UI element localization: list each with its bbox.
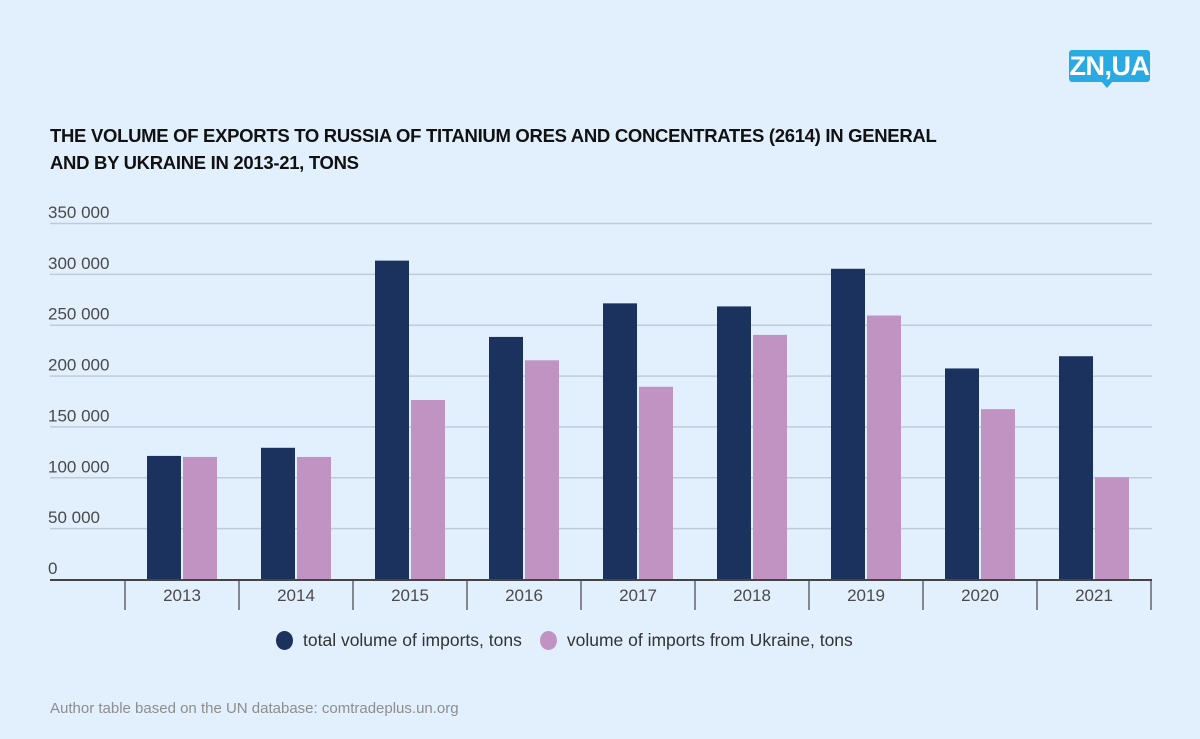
x-tick-label: 2014 bbox=[277, 586, 315, 605]
zn-ua-logo: ZN,UA bbox=[1069, 50, 1150, 82]
bar-ukraine bbox=[183, 456, 217, 579]
bar-total bbox=[831, 268, 865, 579]
y-tick-label: 150 000 bbox=[48, 406, 109, 425]
bar-total bbox=[1059, 356, 1093, 579]
bar-ukraine bbox=[1095, 477, 1129, 579]
y-tick-label: 0 bbox=[48, 559, 57, 578]
bar-total bbox=[261, 447, 295, 579]
y-axis-ticks: 0 50 000 100 000 150 000 200 000 250 000 300 0… bbox=[48, 203, 109, 578]
bar-ukraine bbox=[753, 334, 787, 579]
y-tick-label: 50 000 bbox=[48, 508, 100, 527]
y-tick-label: 250 000 bbox=[48, 305, 109, 324]
x-tick-label: 2015 bbox=[391, 586, 429, 605]
y-tick-label: 350 000 bbox=[48, 203, 109, 222]
x-tick-label: 2020 bbox=[961, 586, 999, 605]
bar-ukraine bbox=[981, 409, 1015, 579]
legend-item-ukraine: volume of imports from Ukraine, tons bbox=[539, 630, 853, 651]
legend: total volume of imports, tons volume of … bbox=[276, 630, 871, 651]
bar-total bbox=[603, 303, 637, 579]
x-tick-label: 2013 bbox=[163, 586, 201, 605]
bar-total bbox=[147, 455, 181, 579]
x-tick-label: 2021 bbox=[1075, 586, 1113, 605]
chart-title: THE VOLUME OF EXPORTS TO RUSSIA OF TITAN… bbox=[50, 125, 937, 173]
x-tick-label: 2019 bbox=[847, 586, 885, 605]
bar-total bbox=[717, 306, 751, 579]
legend-label-ukraine: volume of imports from Ukraine, tons bbox=[566, 630, 853, 650]
source-note: Author table based on the UN database: c… bbox=[50, 700, 459, 717]
legend-dot-total bbox=[276, 631, 293, 650]
bar-total bbox=[945, 368, 979, 579]
bar-ukraine bbox=[411, 399, 445, 579]
x-tick-label: 2016 bbox=[505, 586, 543, 605]
legend-label-total: total volume of imports, tons bbox=[303, 630, 522, 650]
x-tick-label: 2018 bbox=[733, 586, 771, 605]
bar-total bbox=[489, 336, 523, 579]
bar-ukraine bbox=[867, 315, 901, 579]
legend-item-total: total volume of imports, tons bbox=[276, 630, 522, 651]
y-tick-label: 300 000 bbox=[48, 254, 109, 273]
bar-ukraine bbox=[525, 360, 559, 579]
bar-ukraine bbox=[297, 456, 331, 579]
bars bbox=[147, 260, 1129, 579]
y-tick-label: 100 000 bbox=[48, 457, 109, 476]
bar-total bbox=[375, 260, 409, 579]
x-axis: 2013 2014 2015 2016 2017 2018 2019 2020 2021 bbox=[50, 579, 1152, 610]
legend-dot-ukraine bbox=[539, 631, 557, 650]
y-tick-label: 200 000 bbox=[48, 356, 109, 375]
bar-ukraine bbox=[639, 386, 673, 579]
x-tick-label: 2017 bbox=[619, 586, 657, 605]
logo-speech-tail bbox=[1101, 81, 1113, 88]
